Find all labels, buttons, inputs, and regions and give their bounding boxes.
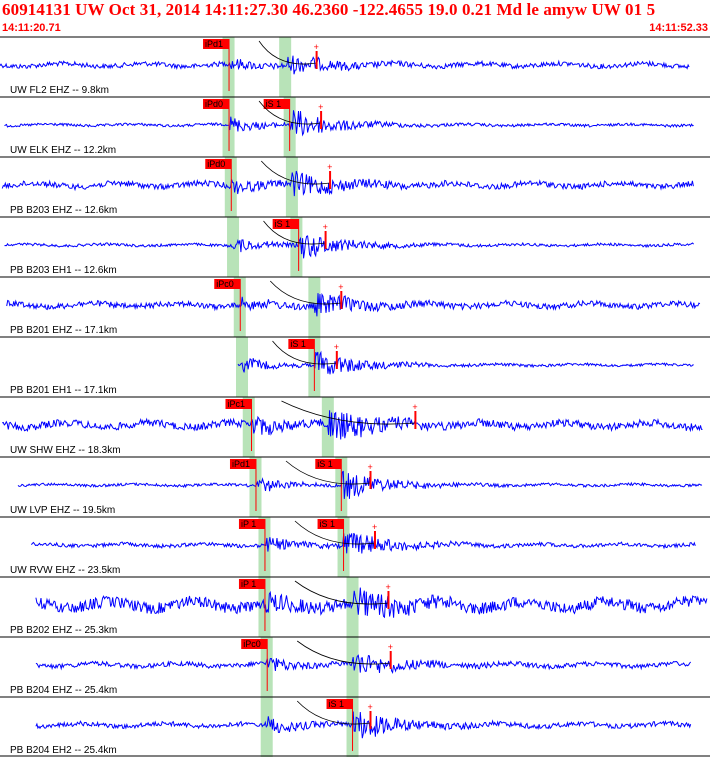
waveform-trace [4, 110, 694, 137]
p-pick-label: iPc0 [216, 279, 234, 289]
coda-duration-curve [285, 460, 371, 485]
waveform-trace [4, 235, 694, 259]
s-pick-label: iS 1 [317, 459, 333, 469]
s-pick-flag [326, 699, 353, 709]
p-pick-flag [225, 399, 252, 409]
station-label: PB B201 EHZ -- 17.1km [10, 325, 117, 336]
waveform-trace [1, 170, 694, 197]
p-pick-flag [214, 279, 241, 289]
coda-duration-curve [294, 520, 376, 545]
station-label: PB B203 EHZ -- 12.6km [10, 205, 117, 216]
p-pick-label: iP 1 [241, 579, 256, 589]
waveform-trace [6, 292, 701, 317]
p-pick-flag [238, 579, 265, 589]
coda-plus-marker: + [338, 282, 343, 292]
p-pick-flag [241, 639, 268, 649]
start-time-label: 14:11:20.71 [2, 22, 61, 34]
coda-duration-curve [269, 280, 342, 305]
p-pick-label: iPd1 [232, 459, 250, 469]
station-label: PB B203 EH1 -- 12.6km [10, 265, 117, 276]
station-label: PB B204 EH2 -- 25.4km [10, 745, 117, 756]
pick-window-band [279, 37, 292, 97]
pick-window-band [285, 157, 298, 217]
coda-plus-marker: + [372, 522, 377, 532]
s-pick-label: iS 1 [266, 99, 282, 109]
waveform-trace [35, 587, 708, 619]
coda-plus-marker: + [367, 702, 372, 712]
coda-plus-marker: + [388, 642, 393, 652]
coda-duration-curve [258, 40, 317, 65]
coda-plus-marker: + [327, 162, 332, 172]
waveform-trace [17, 470, 703, 499]
p-pick-label: iPc1 [227, 399, 245, 409]
coda-plus-marker: + [367, 462, 372, 472]
s-pick-flag [315, 459, 342, 469]
s-pick-label: iS 1 [290, 339, 306, 349]
waveform-trace [35, 711, 692, 739]
pick-window-band [290, 217, 303, 277]
coda-plus-marker: + [334, 342, 339, 352]
p-pick-flag [238, 519, 265, 529]
coda-plus-marker: + [323, 222, 328, 232]
coda-plus-marker: + [314, 42, 319, 52]
station-label: UW SHW EHZ -- 18.3km [10, 445, 121, 456]
coda-duration-curve [260, 160, 331, 185]
waveform-trace [0, 55, 690, 75]
station-label: PB B201 EH1 -- 17.1km [10, 385, 117, 396]
waveform-trace [2, 410, 703, 440]
s-pick-flag [272, 219, 299, 229]
coda-duration-curve [296, 640, 391, 665]
s-pick-label: iS 1 [275, 219, 291, 229]
coda-duration-curve [263, 220, 326, 245]
waveform-trace [237, 350, 694, 375]
p-pick-label: iPc0 [243, 639, 261, 649]
coda-plus-marker: + [385, 582, 390, 592]
end-time-label: 14:11:52.33 [649, 22, 708, 34]
coda-duration-curve [272, 340, 337, 365]
p-pick-flag [229, 459, 256, 469]
station-label: PB B202 EHZ -- 25.3km [10, 625, 117, 636]
coda-duration-curve [294, 580, 389, 605]
p-pick-label: iP 1 [241, 519, 256, 529]
station-label: UW ELK EHZ -- 12.2km [10, 145, 116, 156]
pick-window-band [236, 337, 249, 397]
p-pick-label: iPd0 [207, 159, 225, 169]
s-pick-label: iS 1 [329, 699, 345, 709]
pick-window-band [346, 637, 359, 697]
p-pick-flag [203, 99, 230, 109]
p-pick-label: iPd0 [205, 99, 223, 109]
station-label: UW FL2 EHZ -- 9.8km [10, 85, 109, 96]
p-pick-flag [205, 159, 232, 169]
coda-plus-marker: + [412, 402, 417, 412]
waveform-trace [31, 532, 696, 554]
station-label: UW LVP EHZ -- 19.5km [10, 505, 115, 516]
p-pick-label: iPd1 [205, 39, 223, 49]
coda-duration-curve [281, 400, 416, 425]
s-pick-label: iS 1 [320, 519, 336, 529]
event-header-title: 60914131 UW Oct 31, 2014 14:11:27.30 46.… [2, 0, 656, 19]
s-pick-flag [317, 519, 344, 529]
waveform-trace [35, 654, 692, 674]
station-label: UW RVW EHZ -- 23.5km [10, 565, 120, 576]
station-label: PB B204 EHZ -- 25.4km [10, 685, 117, 696]
coda-duration-curve [296, 700, 371, 725]
coda-duration-curve [258, 100, 322, 125]
p-pick-flag [203, 39, 230, 49]
s-pick-flag [288, 339, 315, 349]
coda-plus-marker: + [318, 102, 323, 112]
s-pick-flag [263, 99, 290, 109]
pick-window-band [346, 577, 359, 637]
